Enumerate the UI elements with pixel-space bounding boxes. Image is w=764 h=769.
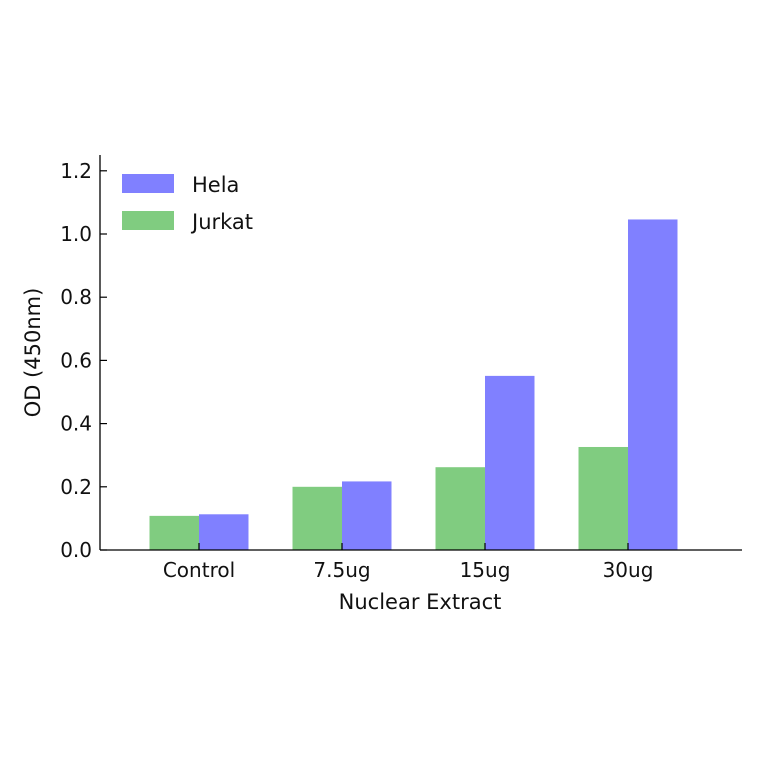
legend-swatch-jurkat xyxy=(122,211,174,230)
y-axis-title: OD (450nm) xyxy=(21,288,45,418)
legend-label-hela: Hela xyxy=(192,173,239,197)
bar-hela-15ug xyxy=(485,375,535,550)
y-tick-label: 0.6 xyxy=(60,348,92,372)
x-tick-label: Control xyxy=(163,558,235,582)
bar-jurkat-15ug xyxy=(435,467,485,550)
legend: Hela Jurkat xyxy=(122,173,253,234)
y-ticks: 0.0 0.2 0.4 0.6 0.8 1.0 1.2 xyxy=(60,159,107,562)
bar-hela-7.5ug xyxy=(342,481,392,550)
bars-layer xyxy=(149,219,678,551)
x-ticks: Control 7.5ug 15ug 30ug xyxy=(163,543,654,582)
y-tick-label: 0.0 xyxy=(60,538,92,562)
y-tick-label: 0.4 xyxy=(60,412,92,436)
x-tick-label: 7.5ug xyxy=(313,558,370,582)
bar-jurkat-7.5ug xyxy=(292,486,342,550)
y-tick-label: 0.2 xyxy=(60,475,92,499)
y-tick-label: 1.2 xyxy=(60,159,92,183)
legend-swatch-hela xyxy=(122,174,174,193)
legend-label-jurkat: Jurkat xyxy=(190,210,253,234)
x-tick-label: 30ug xyxy=(603,558,654,582)
y-tick-label: 0.8 xyxy=(60,285,92,309)
bar-jurkat-30ug xyxy=(578,446,628,550)
bar-jurkat-control xyxy=(149,515,199,550)
bar-hela-30ug xyxy=(628,219,678,551)
axes-layer xyxy=(99,155,742,551)
y-tick-label: 1.0 xyxy=(60,222,92,246)
bar-hela-control xyxy=(199,514,249,550)
x-tick-label: 15ug xyxy=(460,558,511,582)
x-axis-title: Nuclear Extract xyxy=(339,590,502,614)
